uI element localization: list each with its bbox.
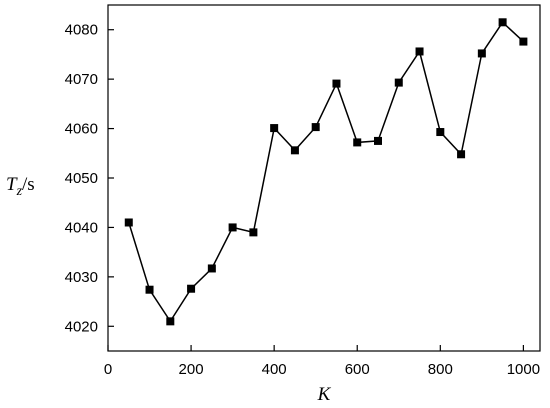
x-tick-label: 0 <box>104 361 112 378</box>
x-tick-label: 600 <box>345 361 370 378</box>
y-tick-label: 4060 <box>65 121 98 138</box>
y-tick-labels: 4020 4030 4040 4050 4060 4070 4080 <box>65 22 98 336</box>
y-tick-label: 4070 <box>65 71 98 88</box>
data-point <box>374 136 382 145</box>
data-point <box>290 146 299 155</box>
data-markers <box>124 18 528 326</box>
data-point <box>145 285 154 294</box>
plot-frame <box>107 4 541 352</box>
data-point <box>207 264 216 273</box>
y-tick-label: 4030 <box>65 269 98 286</box>
y-axis-subscript: z <box>16 184 23 199</box>
data-point <box>415 47 424 56</box>
x-tick-label: 1000 <box>507 361 540 378</box>
data-point <box>187 284 196 293</box>
y-tick-label: 4040 <box>65 219 98 236</box>
data-point <box>270 124 279 133</box>
y-axis-symbol: T <box>6 174 18 195</box>
data-point <box>166 317 175 326</box>
data-point <box>394 78 403 87</box>
y-tick-label: 4080 <box>65 22 98 39</box>
data-point <box>436 128 445 137</box>
data-point <box>332 79 341 88</box>
data-point <box>124 218 133 227</box>
data-point <box>228 223 237 232</box>
data-point <box>249 228 258 237</box>
x-tick-labels: 0 200 400 600 800 1000 <box>104 361 540 378</box>
y-axis-title: Tz/s <box>6 174 35 199</box>
x-axis-title: K <box>317 384 332 405</box>
data-point <box>498 18 507 27</box>
y-tick-label: 4050 <box>65 170 98 187</box>
data-point <box>477 49 486 58</box>
x-tick-label: 400 <box>262 361 287 378</box>
y-axis-unit: /s <box>22 174 35 195</box>
data-point <box>311 123 320 132</box>
data-point <box>519 37 528 46</box>
data-point <box>353 138 362 147</box>
y-tick-label: 4020 <box>65 318 98 335</box>
axis-ticks <box>107 29 524 351</box>
data-point <box>457 150 466 159</box>
series-line <box>128 21 524 323</box>
x-tick-label: 200 <box>179 361 204 378</box>
x-tick-label: 800 <box>428 361 453 378</box>
